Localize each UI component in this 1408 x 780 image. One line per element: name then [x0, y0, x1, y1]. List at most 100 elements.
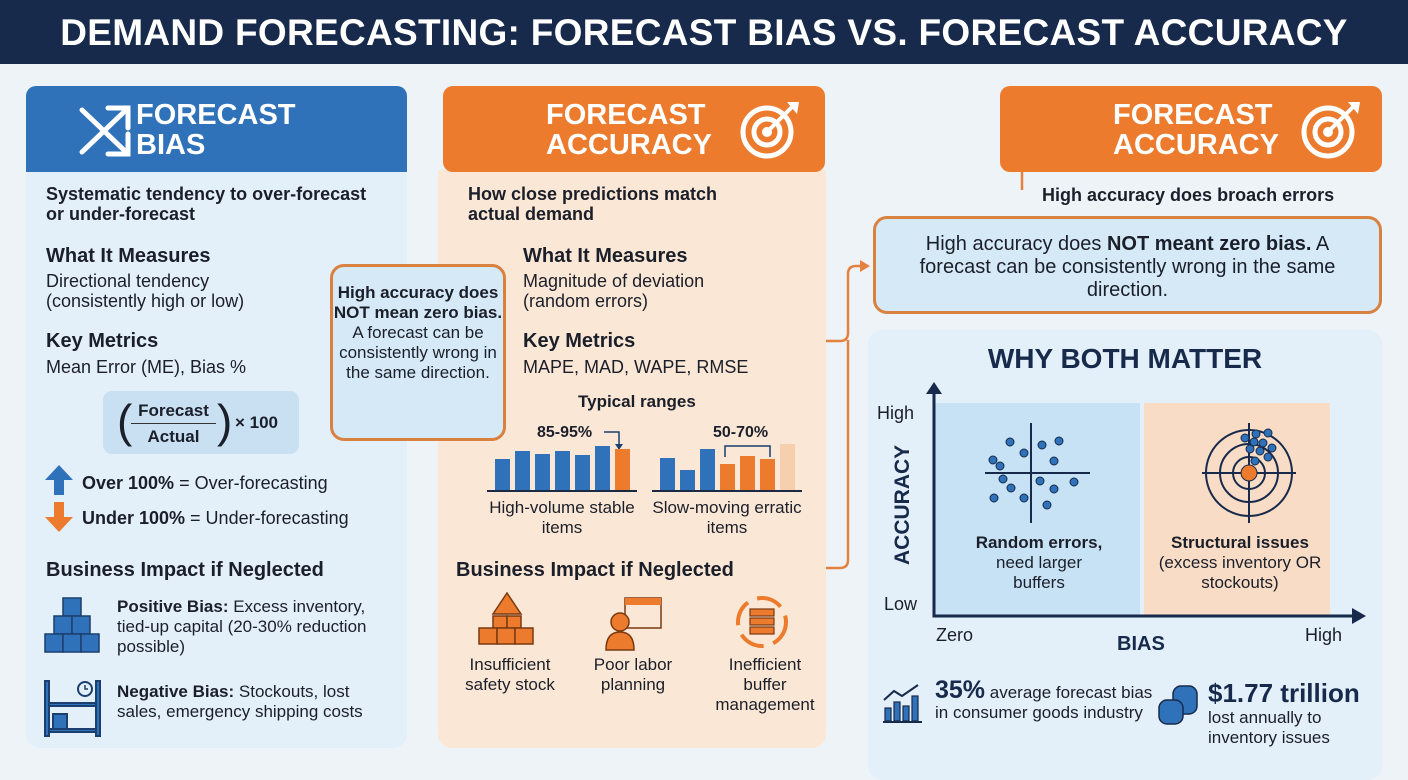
- scatter-dot: [989, 493, 999, 503]
- bias-measures-heading: What It Measures: [46, 245, 211, 267]
- right-callout-text: A forecast can be consistently wrong in …: [919, 233, 1336, 301]
- structural-desc: (excess inventory OR stockouts): [1158, 553, 1322, 592]
- scatter-dot: [998, 474, 1008, 484]
- y-low-label: Low: [884, 594, 918, 614]
- growth-chart-icon: [883, 684, 922, 723]
- formula-multiplier: × 100: [235, 413, 279, 432]
- ranges-heading: Typical ranges: [578, 392, 696, 411]
- x-zero-label: Zero: [936, 625, 974, 645]
- crosshair: [985, 423, 1090, 523]
- bias-definition: Systematic tendency to over-forecast or …: [46, 184, 367, 224]
- formula-denominator: Actual: [147, 427, 200, 446]
- quadrant-random: [934, 403, 1140, 615]
- scatter-dot: [1267, 443, 1277, 453]
- range-bar: [760, 459, 775, 490]
- under-bold: Under 100%: [82, 508, 186, 528]
- structural-bold: Structural issues: [1171, 533, 1309, 552]
- impact-label: Poor labor planning: [593, 655, 673, 694]
- range-bar: [595, 446, 610, 490]
- bias-metrics-heading: Key Metrics: [46, 330, 159, 352]
- over-text: = Over-forecasting: [174, 473, 328, 493]
- quadrant-graphics: [926, 382, 1366, 624]
- bias-impact-heading: Business Impact if Neglected: [46, 559, 324, 581]
- scatter-dot: [988, 455, 998, 465]
- negative-bold: Negative Bias:: [117, 682, 235, 701]
- scatter-dot: [1049, 484, 1059, 494]
- accuracy-impact-heading: Business Impact if Neglected: [456, 559, 734, 581]
- accuracy-header: FORECAST ACCURACY: [443, 86, 825, 172]
- boxes-pyramid-icon: [44, 597, 100, 653]
- range-slow-label: 50-70%: [713, 424, 769, 441]
- scatter-dot: [1255, 446, 1265, 456]
- right-callout-pre: High accuracy does: [925, 233, 1107, 255]
- accuracy-title-1: FORECAST: [546, 99, 706, 131]
- over-bold: Over 100%: [82, 473, 175, 493]
- bias-title-1: FORECAST: [136, 99, 296, 131]
- right-callout: High accuracy does NOT meant zero bias. …: [873, 216, 1382, 314]
- positive-bias: Positive Bias: Excess inventory, tied-up…: [117, 597, 377, 657]
- random-desc: need larger buffers: [995, 553, 1082, 592]
- positive-text: Excess inventory, tied-up capital (20-30…: [117, 597, 367, 656]
- scatter-dot: [1005, 437, 1015, 447]
- stat-loss-text: lost annually to inventory issues: [1208, 708, 1330, 747]
- y-high-label: High: [877, 403, 915, 423]
- scatter-dot: [1069, 477, 1079, 487]
- accuracy-metrics-heading: Key Metrics: [523, 330, 636, 352]
- range-bar: [680, 470, 695, 490]
- scatter-dot: [1249, 437, 1259, 447]
- empty-shelf-clock-icon: [44, 680, 101, 737]
- callout-text: A forecast can be consistently wrong in …: [339, 323, 497, 382]
- right-title-2: ACCURACY: [1113, 129, 1279, 161]
- formula-numerator: Forecast: [131, 401, 216, 424]
- why-title: WHY BOTH MATTER: [987, 343, 1263, 374]
- paren-left: (: [117, 395, 133, 447]
- structural-issues-text: Structural issues (excess inventory OR st…: [1150, 533, 1330, 593]
- scatter-dot: [995, 461, 1005, 471]
- bias-metrics-text: Mean Error (ME), Bias %: [46, 357, 247, 377]
- negative-bias: Negative Bias: Stockouts, lost sales, em…: [117, 682, 387, 722]
- paren-right: ): [217, 395, 233, 447]
- bias-formula: ( Forecast Actual ) × 100: [103, 391, 299, 454]
- axes: [932, 386, 1360, 618]
- range-bar: [535, 454, 550, 490]
- stat-bias: 35% average forecast bias in consumer go…: [935, 678, 1155, 723]
- scatter-dot: [1049, 456, 1059, 466]
- accuracy-measures-heading: What It Measures: [523, 245, 688, 267]
- stat-loss: $1.77 trillion lost annually to inventory…: [1208, 678, 1383, 748]
- range-high-caption: High-volume stable items: [489, 498, 635, 537]
- right-accuracy-header: FORECAST ACCURACY: [1000, 86, 1382, 172]
- range-bar: [575, 455, 590, 490]
- range-bar: [660, 458, 675, 490]
- positive-bold: Positive Bias:: [117, 597, 229, 616]
- range-high-bars: [487, 440, 637, 492]
- range-bar: [720, 464, 735, 490]
- scatter-dot: [1258, 438, 1268, 448]
- bias-measures-text: Directional tendency (consistently high …: [46, 271, 245, 311]
- bias-header: FORECAST BIAS: [26, 86, 407, 172]
- scatter-dot: [1250, 456, 1260, 466]
- right-title-1: FORECAST: [1113, 99, 1273, 131]
- right-subtitle: High accuracy does broach errors: [1042, 185, 1335, 205]
- under-text: = Under-forecasting: [185, 508, 349, 528]
- callout-bold: High accuracy does NOT mean zero bias.: [333, 283, 503, 322]
- scatter-dot: [1006, 483, 1016, 493]
- range-bar: [515, 451, 530, 490]
- range-bar: [740, 456, 755, 490]
- cycle-stack-icon: [736, 596, 788, 648]
- accuracy-title-2: ACCURACY: [546, 129, 712, 161]
- x-axis-label: BIAS: [1117, 633, 1165, 655]
- under-forecasting-rule: Under 100% = Under-forecasting: [82, 508, 349, 528]
- coin-stacks-icon: [1158, 685, 1198, 725]
- range-bar: [700, 449, 715, 490]
- scatter-dot: [1240, 433, 1250, 443]
- page-title: DEMAND FORECASTING: FORECAST BIAS VS. FO…: [0, 0, 1408, 64]
- warning-boxes-icon: [478, 592, 534, 645]
- range-slow-caption: Slow-moving erratic items: [652, 498, 802, 537]
- stat-bias-value: 35%: [935, 676, 986, 704]
- range-bar: [555, 451, 570, 490]
- scatter-dot: [1054, 436, 1064, 446]
- accuracy-measures-text: Magnitude of deviation (random errors): [523, 271, 705, 311]
- impact-label: Insufficient safety stock: [465, 655, 555, 694]
- scatter-dot: [1019, 493, 1029, 503]
- target-icon: [740, 102, 799, 159]
